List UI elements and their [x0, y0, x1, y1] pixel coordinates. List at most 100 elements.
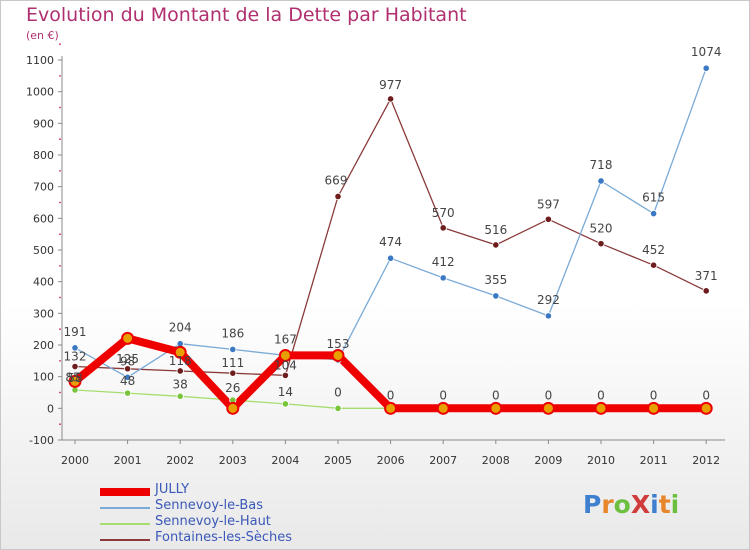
- data-point: [229, 369, 237, 377]
- y-tick-label: 900: [33, 117, 54, 130]
- legend-swatch: [100, 523, 150, 525]
- data-point: [68, 374, 82, 388]
- data-label: 132: [64, 350, 87, 364]
- logo-letter: o: [613, 490, 631, 519]
- data-label: 355: [484, 273, 507, 287]
- logo-letter: X: [630, 490, 651, 519]
- y-minor-tick: [59, 138, 61, 141]
- chart-subtitle: (en €): [26, 29, 59, 42]
- data-label: 669: [325, 173, 348, 187]
- y-tick-label: 1100: [26, 54, 54, 67]
- y-minor-tick: [59, 43, 61, 46]
- y-minor-tick: [59, 391, 61, 394]
- x-tick-label: 2008: [482, 454, 510, 467]
- data-label: 0: [545, 388, 553, 402]
- logo-letter: r: [601, 490, 614, 519]
- data-label: 191: [64, 325, 87, 339]
- data-label: 516: [484, 223, 507, 237]
- y-tick-label: 700: [33, 181, 54, 194]
- data-label: 85: [65, 370, 80, 384]
- data-label: 104: [274, 358, 297, 372]
- data-point: [541, 401, 555, 415]
- data-point: [281, 400, 289, 408]
- legend-item: JULLY: [100, 482, 360, 500]
- data-point: [436, 401, 450, 415]
- data-point: [71, 344, 79, 352]
- proxiti-logo: ProXiti: [583, 490, 679, 519]
- y-tick-label: 600: [33, 212, 54, 225]
- legend-item: Sennevoy-le-Bas: [100, 498, 360, 516]
- chart-title: Evolution du Montant de la Dette par Hab…: [26, 4, 467, 26]
- data-label: 0: [387, 388, 395, 402]
- legend-swatch: [100, 539, 150, 541]
- data-label: 48: [120, 374, 135, 388]
- data-point: [226, 401, 240, 415]
- data-point: [649, 209, 658, 218]
- data-point: [702, 287, 710, 295]
- data-label: 718: [590, 158, 613, 172]
- y-tick-label: 400: [33, 276, 54, 289]
- data-point: [544, 312, 553, 320]
- x-tick-label: 2006: [377, 454, 405, 467]
- x-tick-label: 2002: [166, 454, 194, 467]
- legend-swatch: [100, 488, 150, 496]
- x-tick-label: 2011: [640, 454, 668, 467]
- data-label: 615: [642, 191, 665, 205]
- data-label: 570: [432, 206, 455, 220]
- data-point: [124, 365, 132, 373]
- x-tick-label: 2010: [587, 454, 615, 467]
- x-tick-label: 2004: [271, 454, 299, 467]
- data-point: [331, 348, 345, 362]
- data-point: [176, 367, 184, 375]
- x-tick-label: 2003: [219, 454, 247, 467]
- logo-letter: i: [670, 490, 680, 519]
- data-point: [544, 215, 553, 223]
- data-point: [702, 64, 710, 72]
- data-label: 412: [432, 255, 455, 269]
- y-tick-label: 1000: [26, 86, 54, 99]
- data-label: 98: [120, 354, 135, 368]
- legend-label: JULLY: [155, 482, 190, 497]
- data-label: 520: [590, 222, 613, 236]
- data-label: 292: [537, 293, 560, 307]
- data-label: 118: [169, 354, 192, 368]
- x-tick-label: 2005: [324, 454, 352, 467]
- data-label: 371: [695, 269, 718, 283]
- axes: -100010020030040050060070080090010001100…: [26, 43, 725, 467]
- data-label: 474: [379, 235, 402, 249]
- legend-label: Sennevoy-le-Haut: [155, 514, 271, 529]
- data-label: 0: [650, 388, 658, 402]
- y-minor-tick: [59, 328, 61, 331]
- y-minor-tick: [59, 74, 61, 77]
- y-minor-tick: [59, 201, 61, 204]
- legend-item: Sennevoy-le-Haut: [100, 514, 360, 532]
- data-label: 0: [439, 388, 447, 402]
- data-label: 977: [379, 78, 402, 92]
- data-point: [439, 224, 447, 232]
- y-tick-label: 200: [33, 339, 54, 352]
- data-point: [597, 240, 605, 248]
- data-label: 597: [537, 197, 560, 211]
- data-point: [334, 192, 342, 201]
- legend-label: Fontaines-les-Sèches: [155, 530, 293, 545]
- y-tick-label: 100: [33, 371, 54, 384]
- data-point: [386, 95, 395, 103]
- y-minor-tick: [59, 264, 61, 267]
- data-point: [489, 401, 503, 415]
- data-point: [278, 348, 292, 362]
- data-point: [699, 401, 713, 415]
- data-label: 125: [116, 352, 139, 366]
- data-label: 0: [334, 385, 342, 399]
- y-tick-label: 500: [33, 244, 54, 257]
- x-tick-label: 2009: [534, 454, 562, 467]
- data-label: 0: [597, 388, 605, 402]
- data-point: [281, 371, 289, 379]
- data-label: 1074: [691, 45, 722, 59]
- data-point: [124, 373, 132, 381]
- data-point: [334, 404, 342, 412]
- x-tick-label: 2001: [114, 454, 142, 467]
- legend-item: Fontaines-les-Sèches: [100, 530, 360, 548]
- y-minor-tick: [59, 106, 61, 109]
